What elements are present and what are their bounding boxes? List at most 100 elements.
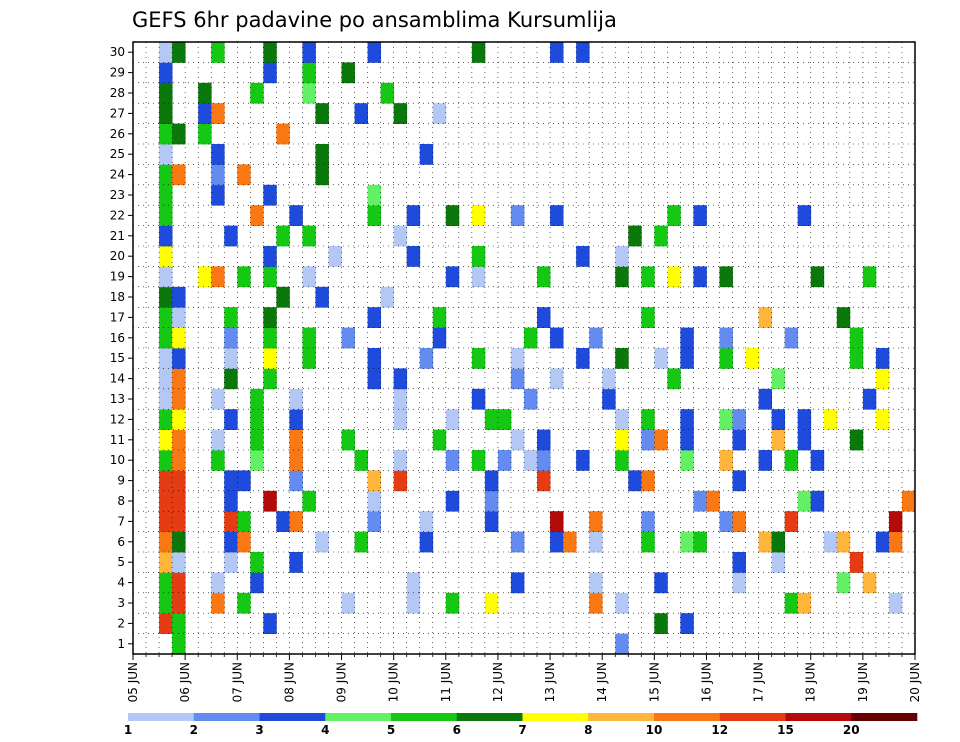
legend-swatch [128,713,195,721]
heatmap-cell [341,429,355,451]
heatmap-cell [172,388,186,410]
heatmap-cell [901,490,916,512]
heatmap-cell [237,531,251,553]
heatmap-cell [784,450,799,471]
heatmap-cell [654,572,668,594]
heatmap-cell [367,307,382,328]
heatmap-cell [276,225,290,247]
heatmap-cell [719,348,733,369]
heatmap-cell [471,450,486,471]
heatmap-cell [732,511,746,532]
heatmap-cell [510,368,525,390]
y-tick-label: 24 [110,168,125,182]
heatmap-cell [693,531,707,553]
heatmap-cell [406,592,421,614]
heatmap-cell [367,42,382,63]
heatmap-cell [172,429,186,451]
heatmap-cell [732,552,746,573]
heatmap-cell [367,205,382,226]
heatmap-cell [654,429,668,451]
heatmap-cell [471,205,486,226]
x-tick-label: 09 JUN [335,662,349,702]
y-tick-label: 28 [110,86,125,100]
y-tick-label: 30 [110,45,125,59]
heatmap-cell [224,552,238,573]
heatmap-cell [211,572,225,594]
heatmap-cell [289,552,303,573]
y-tick-label: 25 [110,147,125,161]
x-tick-label: 12 JUN [491,662,505,702]
y-tick-label: 14 [110,372,125,386]
heatmap-cell [172,450,186,471]
y-tick-label: 2 [117,616,125,630]
heatmap-cell [159,429,173,451]
heatmap-cell [563,531,577,553]
heatmap-cell [432,103,447,124]
heatmap-cell [654,613,668,634]
heatmap-cell [537,470,551,492]
heatmap-cell [406,205,421,226]
heatmap-cell [354,450,368,471]
x-tick-label: 11 JUN [439,662,453,702]
heatmap-cell [393,103,408,124]
heatmap-cell [315,164,329,186]
heatmap-cell [758,450,773,471]
heatmap-cell [797,409,812,430]
heatmap-cell [719,511,733,532]
heatmap-cell [393,409,408,430]
heatmap-cell [810,450,825,471]
legend-swatch [719,713,786,721]
heatmap-cell [315,144,329,165]
heatmap-cell [315,531,329,553]
heatmap-cell [615,450,629,471]
heatmap-cell [250,572,264,594]
legend-swatch [259,713,326,721]
y-tick-label: 29 [110,66,125,80]
heatmap-cell [198,82,212,104]
heatmap-cell [784,511,799,532]
heatmap-cell [159,184,173,206]
heatmap-cell [550,531,564,553]
heatmap-cell [237,592,251,614]
heatmap-cell [315,286,329,308]
heatmap-cell [771,531,786,553]
heatmap-cell [628,225,642,247]
heatmap-cell [367,368,382,390]
heatmap-cell [445,266,460,288]
heatmap-cell [432,307,447,328]
chart-title: GEFS 6hr padavine po ansamblima Kursumli… [132,8,617,32]
x-tick-label: 20 JUN [908,662,922,702]
heatmap-cell [380,286,395,308]
y-tick-label: 11 [110,433,125,447]
heatmap-cell [615,266,629,288]
heatmap-cell [680,531,694,553]
y-tick-label: 10 [110,453,125,467]
heatmap-cell [550,42,564,63]
legend-label: 15 [777,723,794,737]
y-tick-label: 22 [110,208,125,222]
heatmap-cell [471,246,486,267]
heatmap-cell [224,348,238,369]
heatmap-cell [367,348,382,369]
heatmap-cell [615,409,629,430]
x-tick-label: 05 JUN [126,662,140,702]
heatmap-cell [159,144,173,165]
y-tick-label: 26 [110,127,125,141]
heatmap-cell [484,592,499,614]
heatmap-cell [393,388,408,410]
heatmap-cell [732,572,746,594]
heatmap-cell [211,266,225,288]
heatmap-cell [276,286,290,308]
heatmap-cell [159,123,173,145]
heatmap-cell [224,531,238,553]
heatmap-cell [172,409,186,430]
heatmap-cell [367,184,382,206]
heatmap-cell [302,225,316,247]
heatmap-cell [797,429,812,451]
heatmap-cell [289,470,303,492]
y-tick-label: 17 [110,310,125,324]
heatmap-cell [419,511,434,532]
legend-label: 4 [321,723,329,737]
heatmap-cell [576,42,590,63]
heatmap-cell [432,429,447,451]
